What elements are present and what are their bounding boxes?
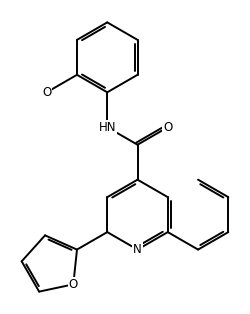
Text: O: O	[69, 278, 78, 291]
Text: N: N	[133, 243, 142, 256]
Text: O: O	[42, 86, 51, 99]
Text: O: O	[163, 121, 172, 134]
Text: HN: HN	[98, 121, 116, 134]
